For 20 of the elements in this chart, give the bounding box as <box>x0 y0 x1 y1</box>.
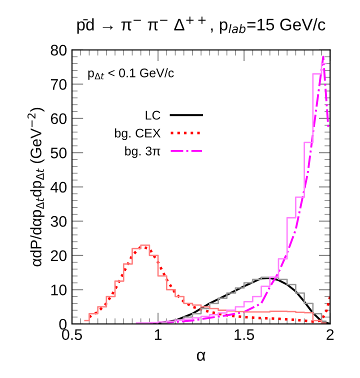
y-tick-label: 80 <box>50 44 67 56</box>
legend-label: LC <box>146 110 160 120</box>
y-tick-label: 60 <box>50 113 67 124</box>
annotation: p$_{Δt}$ < 0.1 GeV/c <box>88 68 174 80</box>
x-tick-label: 1.5 <box>234 329 254 340</box>
legend-label: bg. 3π <box>125 146 160 158</box>
y-tick-label: 70 <box>50 79 67 90</box>
chart-title: p̄d → π$^{−}$ π$^{−}$ Δ$^{++}$, p$_{lab}$=15 GeV/c <box>77 16 326 34</box>
x-axis-title: α <box>196 352 206 361</box>
y-tick-label: 40 <box>50 182 67 193</box>
x-tick-label: 1 <box>154 329 162 340</box>
y-axis-title: αdP/dαp$_{Δt}$dp$_{Δt}$ (GeV$^{−2}$) <box>27 108 44 266</box>
y-tick-label: 0 <box>59 318 67 330</box>
legend-label: bg. CEX <box>115 128 161 140</box>
x-tick-label: 0.5 <box>62 329 82 340</box>
y-tick-label: 10 <box>51 284 67 296</box>
x-tick-label: 2 <box>326 329 334 340</box>
y-tick-label: 30 <box>50 216 67 227</box>
y-tick-label: 50 <box>50 148 67 158</box>
y-tick-label: 20 <box>50 250 67 262</box>
